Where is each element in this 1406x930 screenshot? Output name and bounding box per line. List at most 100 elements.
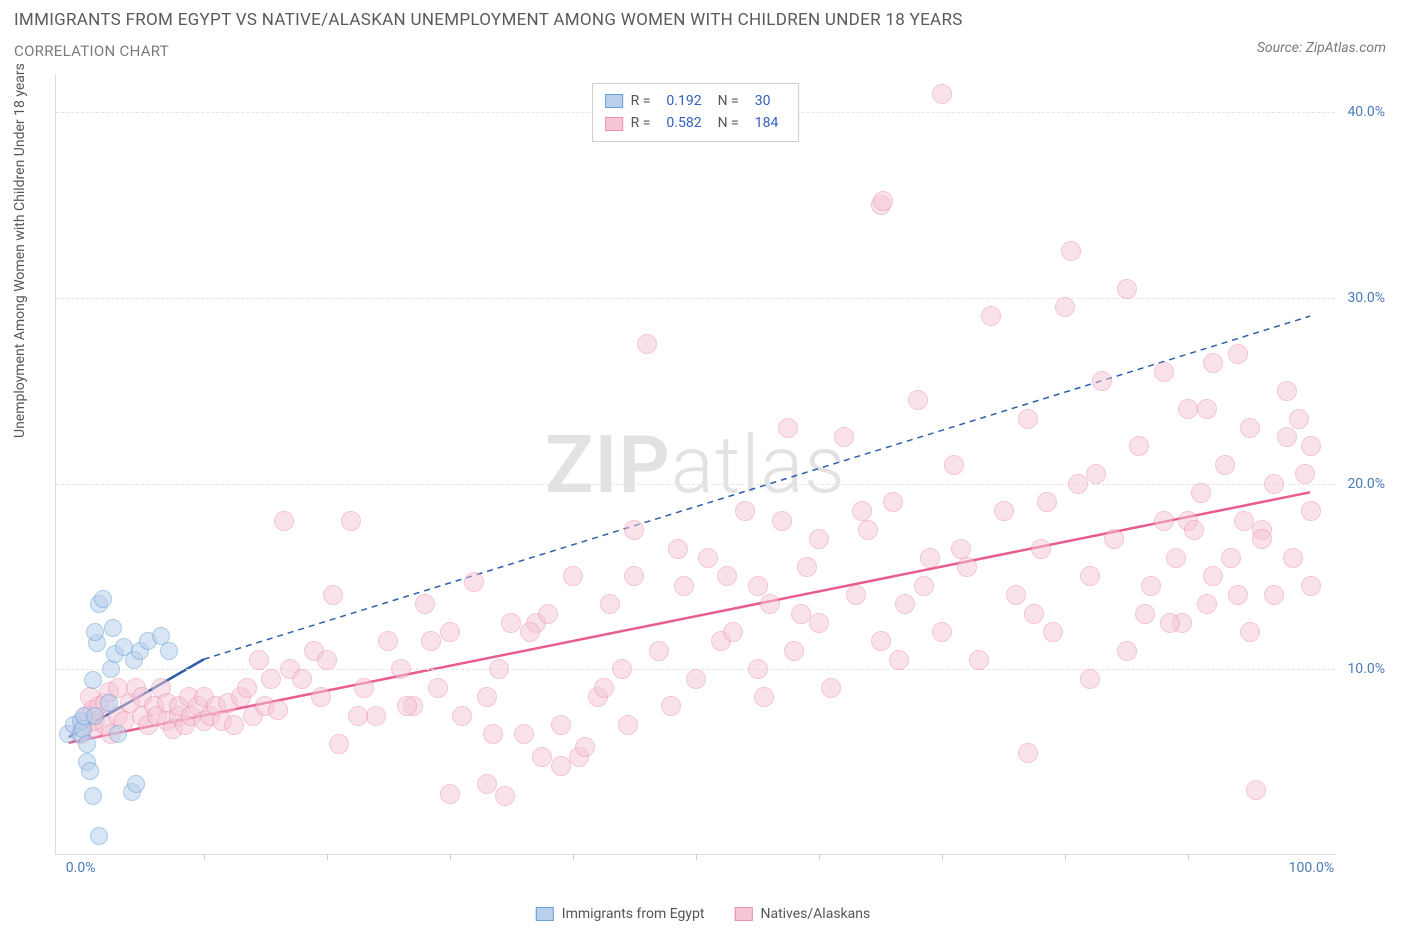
scatter-point-pink — [489, 659, 509, 679]
scatter-point-pink — [883, 492, 903, 512]
scatter-point-pink — [421, 631, 441, 651]
scatter-point-pink — [551, 715, 571, 735]
scatter-point-pink — [1264, 474, 1284, 494]
scatter-point-pink — [1283, 548, 1303, 568]
scatter-point-pink — [624, 566, 644, 586]
scatter-point-pink — [501, 613, 521, 633]
scatter-point-pink — [1154, 511, 1174, 531]
legend-swatch — [536, 907, 554, 921]
scatter-point-pink — [686, 669, 706, 689]
scatter-point-pink — [1240, 418, 1260, 438]
scatter-point-pink — [1234, 511, 1254, 531]
scatter-point-pink — [551, 756, 571, 776]
scatter-point-pink — [951, 539, 971, 559]
scatter-point-pink — [483, 724, 503, 744]
x-tick — [450, 854, 451, 860]
scatter-point-pink — [698, 548, 718, 568]
scatter-point-pink — [735, 501, 755, 521]
scatter-point-pink — [1160, 613, 1180, 633]
scatter-point-pink — [495, 786, 515, 806]
scatter-point-pink — [1104, 529, 1124, 549]
n-value: 184 — [747, 112, 787, 134]
scatter-point-blue — [94, 590, 112, 608]
scatter-point-pink — [717, 566, 737, 586]
scatter-point-blue — [160, 642, 178, 660]
chart-title: IMMIGRANTS FROM EGYPT VS NATIVE/ALASKAN … — [14, 10, 963, 30]
scatter-point-blue — [109, 725, 127, 743]
scatter-point-blue — [78, 735, 96, 753]
n-value: 30 — [747, 90, 779, 112]
scatter-point-pink — [1080, 566, 1100, 586]
scatter-point-pink — [920, 548, 940, 568]
legend-label: Natives/Alaskans — [760, 906, 870, 922]
scatter-point-pink — [440, 622, 460, 642]
scatter-point-pink — [1252, 529, 1272, 549]
scatter-point-pink — [575, 737, 595, 757]
y-axis-label: Unemployment Among Women with Children U… — [12, 63, 28, 438]
scatter-point-pink — [858, 520, 878, 540]
scatter-point-pink — [397, 696, 417, 716]
scatter-point-pink — [1277, 381, 1297, 401]
scatter-point-pink — [594, 678, 614, 698]
scatter-point-pink — [378, 631, 398, 651]
bottom-legend-item: Immigrants from Egypt — [536, 906, 705, 922]
scatter-point-blue — [81, 762, 99, 780]
scatter-point-pink — [249, 650, 269, 670]
scatter-point-pink — [649, 641, 669, 661]
x-tick — [204, 854, 205, 860]
scatter-point-pink — [261, 669, 281, 689]
scatter-point-pink — [778, 418, 798, 438]
scatter-point-pink — [600, 594, 620, 614]
scatter-point-pink — [1246, 780, 1266, 800]
watermark-bold: ZIP — [545, 418, 671, 512]
scatter-point-pink — [477, 774, 497, 794]
scatter-point-pink — [1289, 409, 1309, 429]
scatter-point-blue — [127, 775, 145, 793]
scatter-point-pink — [1031, 539, 1051, 559]
scatter-point-pink — [981, 306, 1001, 326]
scatter-point-pink — [1301, 436, 1321, 456]
gridline — [56, 298, 1335, 299]
scatter-point-pink — [1080, 669, 1100, 689]
scatter-point-pink — [754, 687, 774, 707]
legend-label: Immigrants from Egypt — [562, 906, 705, 922]
scatter-point-pink — [994, 501, 1014, 521]
scatter-point-pink — [274, 511, 294, 531]
scatter-point-pink — [1166, 548, 1186, 568]
scatter-point-pink — [292, 669, 312, 689]
scatter-point-pink — [391, 659, 411, 679]
stats-legend-row: R =0.192N =30 — [605, 90, 787, 112]
scatter-point-pink — [1215, 455, 1235, 475]
stats-legend: R =0.192N =30R =0.582N =184 — [592, 83, 800, 142]
x-tick — [327, 854, 328, 860]
scatter-point-pink — [957, 557, 977, 577]
scatter-point-pink — [1264, 585, 1284, 605]
scatter-point-pink — [311, 687, 331, 707]
scatter-point-pink — [1117, 279, 1137, 299]
scatter-point-pink — [415, 594, 435, 614]
scatter-point-pink — [889, 650, 909, 670]
x-tick — [942, 854, 943, 860]
scatter-point-pink — [932, 84, 952, 104]
scatter-point-pink — [1068, 474, 1088, 494]
scatter-point-pink — [440, 784, 460, 804]
x-tick — [573, 854, 574, 860]
scatter-point-pink — [661, 696, 681, 716]
scatter-point-pink — [1154, 362, 1174, 382]
scatter-point-pink — [1228, 344, 1248, 364]
y-tick-label: 10.0% — [1347, 661, 1385, 677]
scatter-point-pink — [846, 585, 866, 605]
scatter-point-pink — [1191, 483, 1211, 503]
scatter-point-blue — [84, 787, 102, 805]
scatter-point-pink — [1086, 464, 1106, 484]
scatter-point-pink — [969, 650, 989, 670]
scatter-point-pink — [1061, 241, 1081, 261]
x-tick — [696, 854, 697, 860]
scatter-point-pink — [520, 622, 540, 642]
scatter-point-pink — [748, 659, 768, 679]
scatter-point-pink — [341, 511, 361, 531]
scatter-point-pink — [809, 613, 829, 633]
scatter-point-pink — [1240, 622, 1260, 642]
scatter-point-pink — [452, 706, 472, 726]
scatter-point-pink — [1135, 604, 1155, 624]
